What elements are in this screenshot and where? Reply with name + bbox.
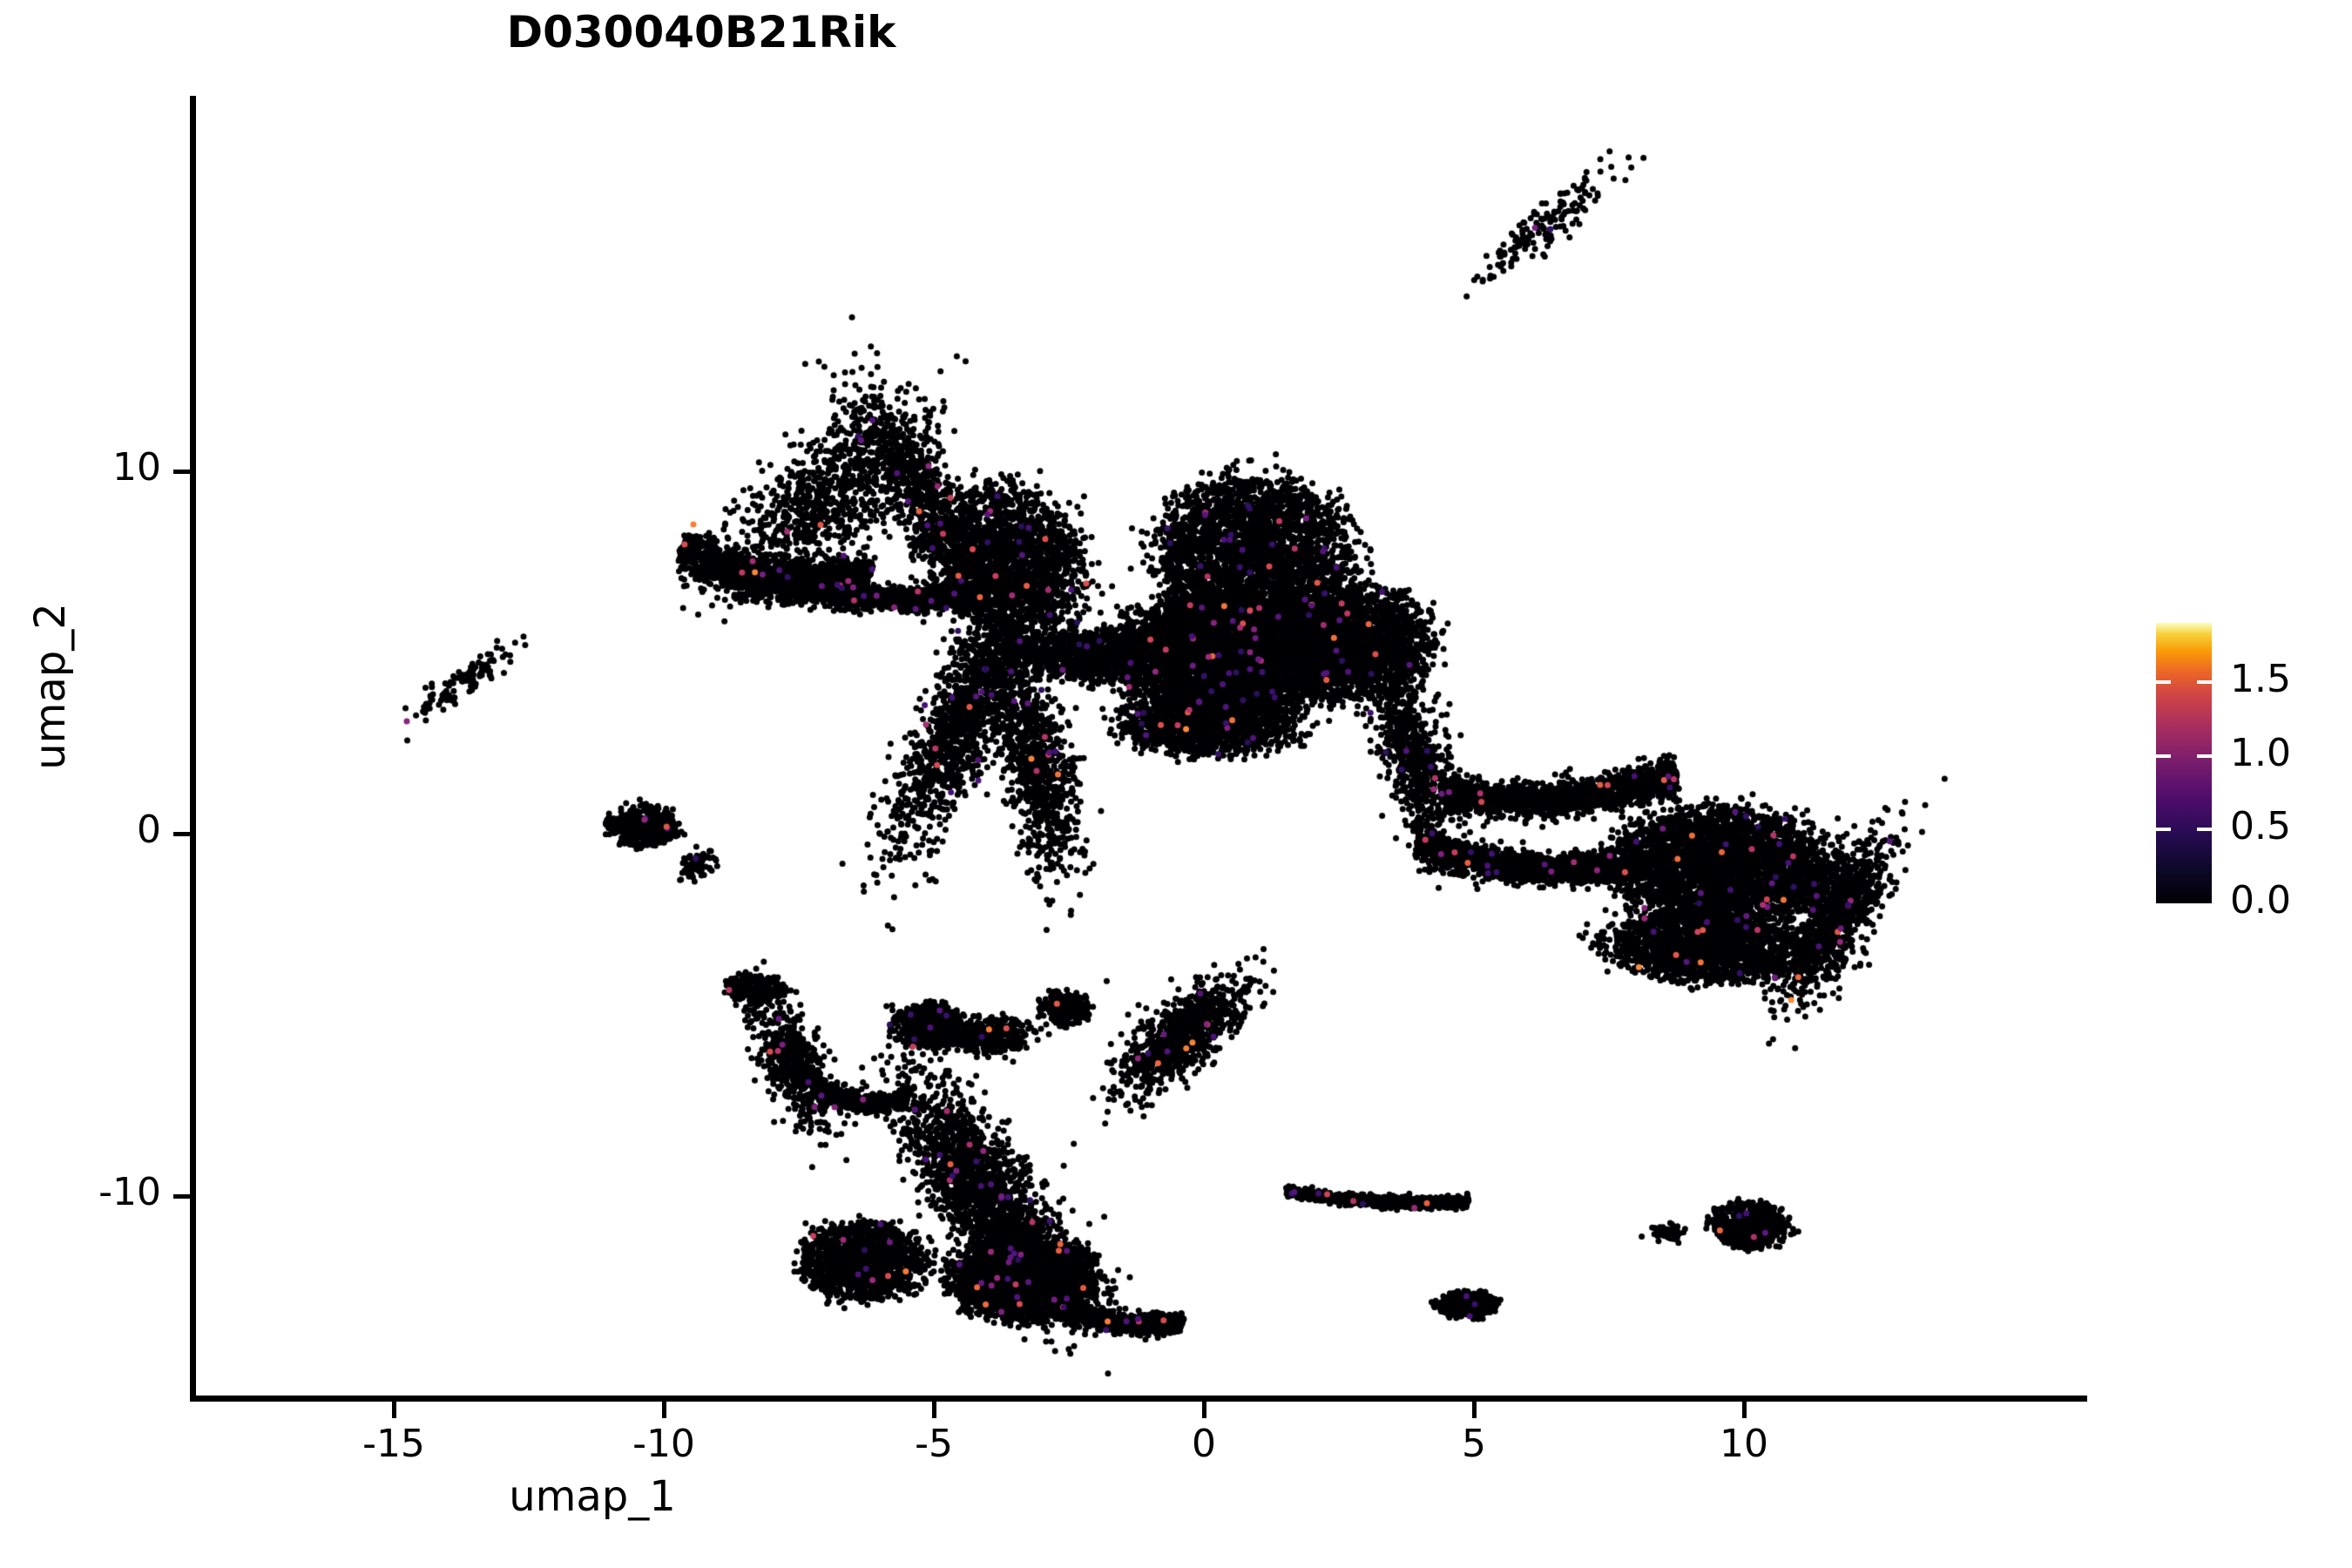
colorbar-tick-label: 1.5: [2230, 656, 2291, 701]
x-tick-label: 5: [1462, 1422, 1486, 1466]
y-tick-label: 10: [112, 445, 161, 490]
colorbar-tick-mark: [2156, 679, 2171, 684]
y-tick-label: -10: [98, 1170, 161, 1214]
colorbar-tick-mark: [2156, 828, 2171, 832]
x-tick-label: -15: [362, 1422, 425, 1466]
x-axis-label-text: umap_1: [509, 1472, 676, 1521]
colorbar-tick-mark: [2197, 679, 2212, 684]
y-tick-mark: [173, 470, 190, 474]
x-tick-mark: [1742, 1402, 1747, 1418]
y-axis-spine: [190, 96, 196, 1402]
x-axis-label: umap_1: [0, 1472, 2352, 1521]
y-axis-label: umap_2: [26, 603, 75, 770]
colorbar-tick-mark: [2156, 754, 2171, 758]
colorbar-tick-label: 1.0: [2230, 730, 2291, 775]
x-tick-mark: [1472, 1402, 1477, 1418]
x-axis-spine: [190, 1396, 2087, 1402]
x-tick-label: -10: [632, 1422, 695, 1466]
x-tick-mark: [662, 1402, 666, 1418]
colorbar-tick-mark: [2197, 828, 2212, 832]
x-tick-mark: [392, 1402, 396, 1418]
x-tick-label: 10: [1720, 1422, 1768, 1466]
y-tick-mark: [173, 832, 190, 836]
colorbar-tick-mark: [2197, 754, 2212, 758]
x-tick-mark: [932, 1402, 936, 1418]
y-tick-label: 0: [137, 808, 161, 852]
x-tick-label: -5: [915, 1422, 953, 1466]
colorbar-gradient: [2156, 623, 2212, 903]
y-tick-mark: [173, 1194, 190, 1199]
colorbar-tick-label: 0.0: [2230, 878, 2291, 923]
x-tick-label: 0: [1192, 1422, 1216, 1466]
colorbar-tick-label: 0.5: [2230, 804, 2291, 849]
x-tick-mark: [1202, 1402, 1206, 1418]
